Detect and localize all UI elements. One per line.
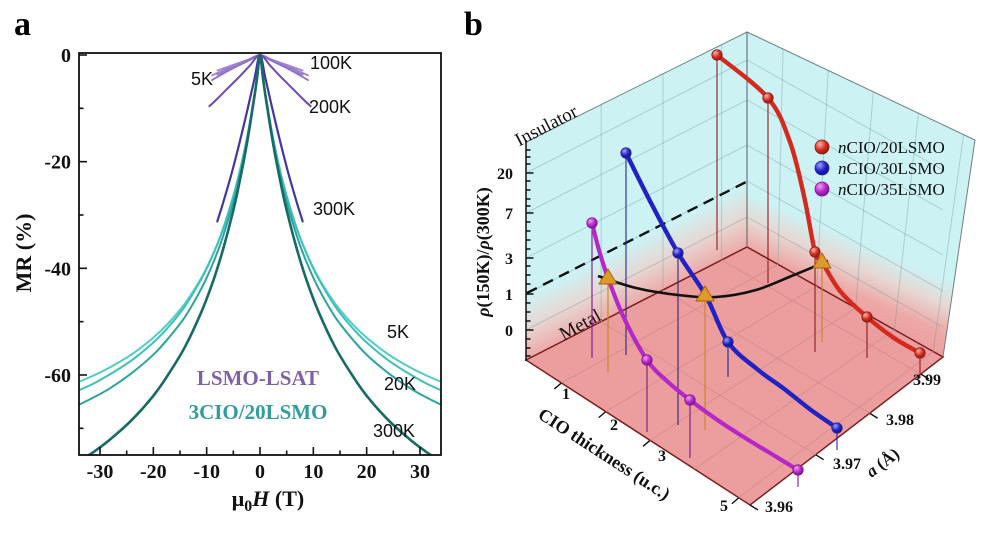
thickness-tick-labels: 1 2 3 5 [562,386,728,515]
curve-lsat-300k [216,53,304,223]
panel-a-tick-labels: -30 -20 -10 0 10 20 30 0 -20 -40 -60 μ0H (T) MR (%) [11,45,430,515]
panel-a-ticks [79,54,421,455]
x-tick-label: 10 [303,461,323,483]
legend-marker-cio30 [814,160,830,176]
panel-a-plot: -30 -20 -10 0 10 20 30 0 -20 -40 -60 μ0H (T) MR (%) 5… [11,45,442,515]
data-point-cio20 [762,92,774,104]
curve-cio35 [589,220,801,473]
z-axis-label: ρ(150K)/ρ(300K) [473,187,494,318]
panel-b-letter: b [464,6,483,43]
y-axis-label: MR (%) [11,214,36,293]
data-point-cio20 [711,49,723,61]
panel-a-curves [79,53,441,455]
curve-label: 200K [309,97,351,117]
data-point-cio35 [641,354,653,366]
data-point-cio30 [672,247,684,259]
data-point-cio20 [809,246,821,258]
data-point-cio35 [792,464,804,476]
a-axis-label: a (Å) [862,444,902,481]
thickness-tick-label: 2 [610,417,618,434]
legend: nCIO/20LSMO nCIO/30LSMO nCIO/35LSMO [814,138,945,199]
a-tick-label: 3.96 [765,499,793,516]
z-tick-label: 3 [505,251,513,268]
legend-label-cio35: nCIO/35LSMO [838,180,945,199]
data-point-cio20 [914,347,926,359]
x-tick-label: -20 [140,461,167,483]
dashed-transition-line [526,179,749,295]
data-point-cio30 [722,336,734,348]
y-tick-label: -40 [44,258,71,280]
panel-a-curve-labels: 5K 100K 200K 300K 5K 20K 300K [191,53,416,441]
thickness-tick-label: 3 [658,448,666,465]
legend-label-cio20: nCIO/20LSMO [838,138,945,157]
curve-cio20 [714,52,923,356]
thickness-tick-label: 5 [720,498,728,515]
legend-label-cio30: nCIO/30LSMO [838,159,945,178]
floor-gridlines [561,259,934,499]
data-point-cio35 [586,217,598,229]
data-point-stems [591,55,921,487]
floor-axis-ticks [553,373,930,511]
y-tick-label: -20 [44,152,71,174]
data-point-cio30 [831,422,843,434]
a-tick-label: 3.98 [886,412,914,429]
inplot-legend-0: LSMO-LSAT [197,366,319,390]
data-point-cio30 [620,147,632,159]
x-tick-label: 30 [410,461,430,483]
x-tick-label: -30 [87,461,114,483]
y-tick-label: 0 [61,45,71,67]
transition-triangle-cio30 [695,285,715,302]
curve-label: 300K [313,199,355,219]
curve-cio-300k [86,53,434,455]
x-tick-label: -10 [193,461,220,483]
z-tick-label: 1 [505,287,513,304]
curve-label: 5K [387,322,409,342]
curve-label: 5K [191,69,213,89]
transition-triangle-cio35 [598,268,618,285]
z-tick-label: 20 [497,166,513,183]
curve-lsat-200k [208,53,312,108]
a-tick-label: 3.99 [913,372,941,389]
z-tick-label: 7 [505,206,513,223]
legend-marker-cio35 [814,181,830,197]
data-point-cio35 [684,394,696,406]
z-tick-label: 0 [505,323,513,340]
phase-boundary-curve [597,259,829,299]
legend-marker-cio20 [814,139,830,155]
curve-label: 300K [373,421,415,441]
x-axis-label: μ0H (T) [232,486,304,515]
x-tick-label: 0 [255,461,265,483]
panel-a-frame [78,52,442,456]
z-axis [525,140,534,361]
metal-floor [524,246,945,506]
panel-a-letter: a [14,6,31,43]
z-tick-labels: 20 7 3 1 0 [497,166,513,340]
y-tick-label: -60 [44,365,71,387]
a-tick-label: 3.97 [833,456,861,473]
curve-label: 100K [310,53,352,73]
curve-label: 20K [384,374,416,394]
inplot-legend-1: 3CIO/20LSMO [189,400,328,424]
transition-triangle-cio20 [812,252,832,269]
data-point-cio20 [861,311,873,323]
x-tick-label: 20 [357,461,377,483]
panel-b-plot: 20 7 3 1 0 1 2 3 5 3.96 3.97 3.98 3.99 ρ(150K)/ρ(300K… [473,31,976,516]
thickness-tick-label: 1 [562,386,570,403]
